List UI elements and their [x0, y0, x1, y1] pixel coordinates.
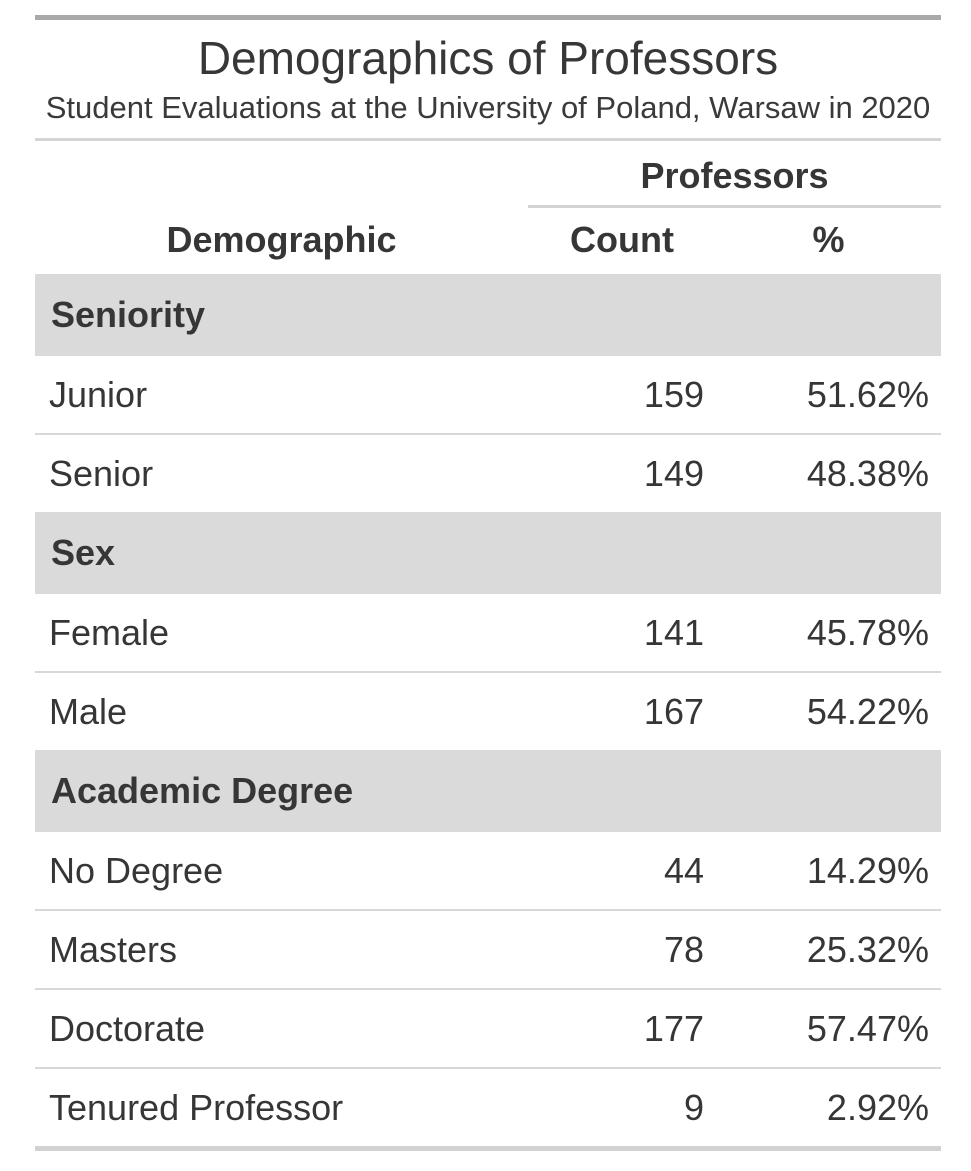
row-percent: 57.47%	[806, 1007, 929, 1049]
group-header-seniority: Seniority	[35, 274, 941, 356]
table-header: Demographics of Professors Student Evalu…	[35, 20, 941, 138]
table-row-tenured-professor: Tenured Professor 9 2.92%	[35, 1067, 941, 1146]
row-percent: 2.92%	[826, 1086, 929, 1128]
row-label: Masters	[49, 928, 178, 970]
column-spanner-row: Professors	[35, 141, 941, 208]
column-header-demographic: Demographic	[166, 219, 397, 260]
row-count: 149	[643, 452, 704, 494]
row-label: Tenured Professor	[49, 1086, 344, 1128]
group-header-academic-degree: Academic Degree	[35, 750, 941, 832]
row-percent: 51.62%	[806, 373, 929, 415]
table-row-doctorate: Doctorate 177 57.47%	[35, 988, 941, 1067]
table-top-rule	[35, 15, 941, 20]
row-label: Female	[49, 611, 170, 653]
row-count: 44	[663, 849, 704, 891]
column-spanner-professors: Professors	[528, 141, 941, 208]
row-label: Junior	[49, 373, 148, 415]
row-label: Doctorate	[49, 1007, 206, 1049]
table-row-no-degree: No Degree 44 14.29%	[35, 832, 941, 909]
row-count: 78	[663, 928, 704, 970]
row-count: 159	[643, 373, 704, 415]
row-percent: 14.29%	[806, 849, 929, 891]
table-subtitle: Student Evaluations at the University of…	[45, 90, 931, 125]
column-header-row: Demographic Count %	[35, 208, 941, 274]
table-row-junior: Junior 159 51.62%	[35, 356, 941, 433]
column-header-count: Count	[570, 219, 674, 260]
table-title: Demographics of Professors	[197, 32, 779, 84]
row-percent: 25.32%	[806, 928, 929, 970]
row-label: Male	[49, 690, 128, 732]
summary-table: Demographics of Professors Student Evalu…	[35, 15, 941, 1151]
group-header-sex: Sex	[35, 512, 941, 594]
row-label: No Degree	[49, 849, 224, 891]
row-count: 9	[683, 1086, 704, 1128]
table-row-male: Male 167 54.22%	[35, 671, 941, 750]
row-percent: 48.38%	[806, 452, 929, 494]
row-count: 167	[643, 690, 704, 732]
table-bottom-rule	[35, 1146, 941, 1151]
row-percent: 45.78%	[806, 611, 929, 653]
row-label: Senior	[49, 452, 154, 494]
row-count: 141	[643, 611, 704, 653]
spanner-spacer	[35, 141, 528, 208]
table-row-masters: Masters 78 25.32%	[35, 909, 941, 988]
row-percent: 54.22%	[806, 690, 929, 732]
table-row-female: Female 141 45.78%	[35, 594, 941, 671]
header-divider-rule	[35, 138, 941, 141]
row-count: 177	[643, 1007, 704, 1049]
table-row-senior: Senior 149 48.38%	[35, 433, 941, 512]
column-header-percent: %	[812, 219, 845, 260]
